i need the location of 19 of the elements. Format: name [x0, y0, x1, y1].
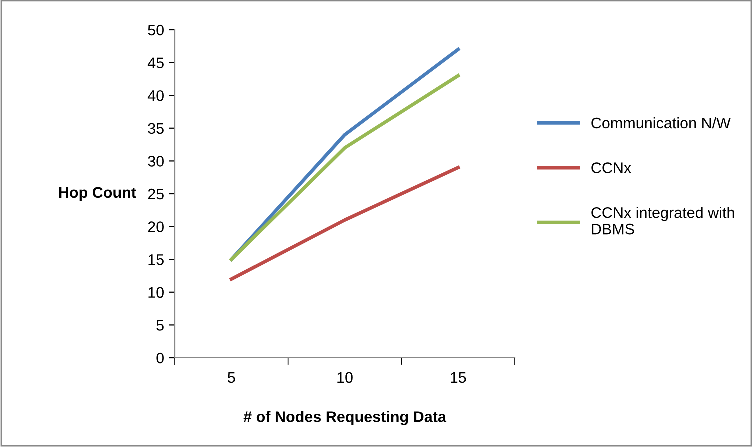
y-tick-label: 5	[156, 320, 164, 331]
y-tick-label: 40	[148, 90, 164, 102]
y-tick-label: 10	[148, 287, 164, 298]
y-tick-label: 0	[156, 352, 164, 364]
y-tick-label: 15	[148, 254, 164, 266]
y-tick-label: 20	[148, 222, 164, 232]
y-tick-label: 50	[148, 24, 164, 36]
legend-label: CCNx	[592, 162, 632, 174]
y-tick-label: 25	[148, 188, 164, 200]
x-tick-label: 5	[228, 372, 236, 384]
legend-label: CCNx integrated with DBMS	[592, 207, 734, 235]
x-tick-label: 10	[338, 372, 353, 384]
legend-label: Communication N/W	[592, 117, 731, 129]
y-axis-title: Hop Count	[59, 187, 136, 202]
x-axis-title: # of Nodes Requesting Data	[244, 411, 447, 426]
y-tick-label: 30	[148, 156, 164, 167]
y-tick-label: 45	[148, 58, 164, 68]
x-tick-label: 15	[451, 372, 466, 384]
y-tick-label: 35	[148, 123, 164, 134]
